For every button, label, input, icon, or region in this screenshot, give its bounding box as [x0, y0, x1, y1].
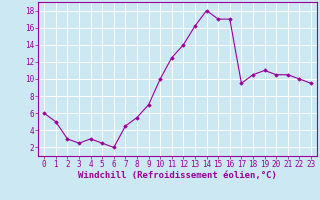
X-axis label: Windchill (Refroidissement éolien,°C): Windchill (Refroidissement éolien,°C): [78, 171, 277, 180]
